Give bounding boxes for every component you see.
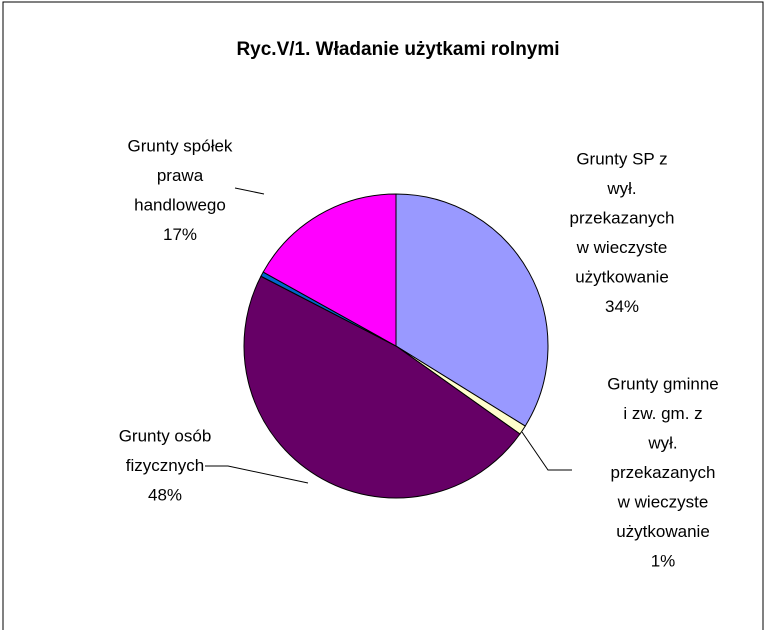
- slice-label: wył.: [647, 433, 677, 452]
- leader-line: [205, 465, 309, 484]
- leader-line: [234, 187, 265, 195]
- slice-label: przekazanych: [611, 463, 716, 482]
- slice-value-label: 48%: [148, 485, 182, 504]
- slice-label: Grunty gminne: [607, 374, 719, 393]
- slice-label: w wieczyste: [617, 492, 709, 511]
- slice-label: w wieczyste: [576, 238, 668, 257]
- slice-value-label: 34%: [605, 297, 639, 316]
- slice-label: wył.: [606, 179, 636, 198]
- leader-line: [521, 431, 572, 471]
- pie-slice: [262, 193, 397, 347]
- slice-label: handlowego: [134, 195, 226, 214]
- slice-value-label: 17%: [163, 225, 197, 244]
- slice-label: przekazanych: [570, 208, 675, 227]
- slice-label: Grunty spółek: [128, 136, 233, 155]
- slice-label: Grunty SP z: [576, 149, 667, 168]
- pie-slice: [243, 275, 521, 499]
- slice-label: Grunty osób: [119, 426, 212, 445]
- slice-label: fizycznych: [126, 456, 204, 475]
- slice-label: i zw. gm. z: [623, 404, 702, 423]
- slice-label: prawa: [157, 166, 204, 185]
- slice-label: użytkowanie: [616, 522, 710, 541]
- pie-slice: [395, 193, 549, 427]
- slice-label: użytkowanie: [575, 267, 669, 286]
- slice-value-label: 1%: [651, 551, 676, 570]
- chart-title: Ryc.V/1. Władanie użytkami rolnymi: [236, 39, 559, 60]
